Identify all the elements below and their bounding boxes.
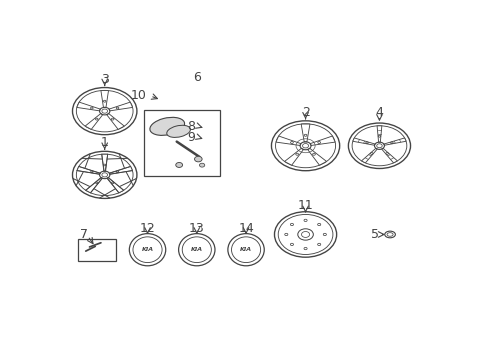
- Text: 6: 6: [193, 71, 201, 84]
- Text: 4: 4: [375, 106, 383, 119]
- Polygon shape: [361, 148, 377, 163]
- Ellipse shape: [129, 234, 165, 266]
- Text: 12: 12: [140, 222, 155, 235]
- Polygon shape: [301, 124, 309, 142]
- Text: 11: 11: [297, 199, 313, 212]
- Bar: [78, 239, 116, 261]
- Polygon shape: [85, 113, 102, 129]
- Text: 1: 1: [101, 136, 108, 149]
- Polygon shape: [275, 136, 300, 145]
- Polygon shape: [383, 138, 405, 145]
- Polygon shape: [381, 148, 397, 163]
- Polygon shape: [109, 166, 132, 174]
- Text: 13: 13: [188, 222, 204, 235]
- Text: 2: 2: [301, 106, 309, 119]
- Polygon shape: [77, 102, 100, 111]
- Text: KIA: KIA: [141, 247, 153, 252]
- Circle shape: [194, 156, 202, 162]
- Text: 3: 3: [101, 73, 108, 86]
- Text: KIA: KIA: [190, 247, 203, 252]
- Text: 10: 10: [130, 89, 146, 102]
- Polygon shape: [309, 136, 334, 145]
- Polygon shape: [109, 102, 132, 111]
- Text: 7: 7: [80, 228, 88, 241]
- Polygon shape: [101, 91, 108, 107]
- Polygon shape: [352, 138, 374, 145]
- Ellipse shape: [150, 117, 184, 135]
- Text: 5: 5: [371, 228, 379, 241]
- Polygon shape: [284, 148, 303, 165]
- Text: 14: 14: [238, 222, 253, 235]
- Ellipse shape: [227, 234, 264, 266]
- Polygon shape: [107, 177, 123, 193]
- Ellipse shape: [384, 231, 395, 238]
- Polygon shape: [106, 113, 124, 129]
- Circle shape: [199, 163, 204, 167]
- Polygon shape: [307, 148, 326, 165]
- Text: 9: 9: [186, 131, 195, 144]
- Polygon shape: [85, 177, 102, 193]
- Ellipse shape: [166, 125, 190, 138]
- Ellipse shape: [178, 234, 215, 266]
- Text: KIA: KIA: [240, 247, 252, 252]
- Polygon shape: [376, 126, 381, 142]
- Bar: [144, 110, 220, 176]
- Polygon shape: [102, 154, 107, 171]
- Polygon shape: [77, 166, 100, 174]
- Circle shape: [175, 162, 182, 167]
- Text: 8: 8: [186, 120, 195, 133]
